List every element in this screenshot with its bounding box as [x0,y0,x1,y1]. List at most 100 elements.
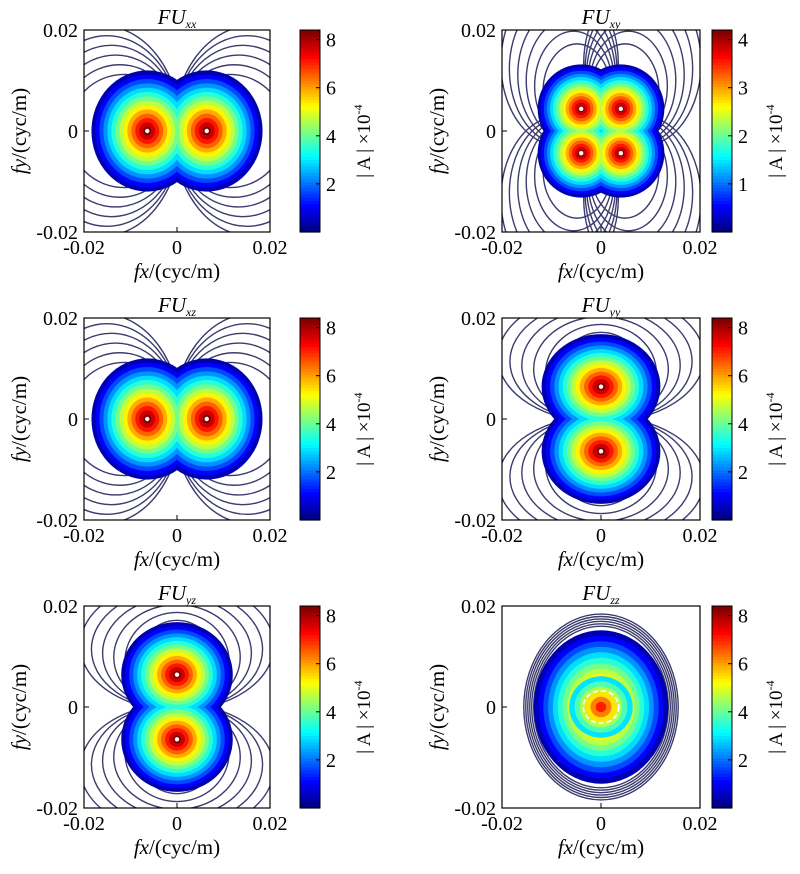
colorbar-step [300,460,320,464]
color-field [541,334,661,504]
colorbar-step [300,377,320,382]
colorbar-step [300,647,320,651]
x-tick-label: 0.02 [683,237,718,259]
colorbar-step [300,700,320,705]
colorbar-step [712,209,732,214]
contour-line [531,623,672,791]
colorbar-step [712,482,732,486]
colorbar-step [712,669,732,673]
colorbar-step [300,469,320,474]
colorbar-step [300,612,320,617]
colorbar-step [300,197,320,202]
colorbar-tick-label: 4 [738,414,748,436]
colorbar-step [300,624,320,629]
colorbar-step [300,228,320,233]
colorbar-label: | A | ×10-4 [351,392,375,465]
colorbar-step [300,431,320,436]
colorbar-step [300,390,320,395]
colorbar-step [300,187,320,192]
colorbar-step [300,710,320,714]
colorbar-step [300,403,320,407]
colorbar-step [712,149,732,154]
colorbar-step [300,102,320,107]
colorbar-step [300,42,320,47]
colorbar-step [300,190,320,195]
colorbar-step [712,472,732,477]
x-axis-label: fx/(cyc/m) [134,547,220,571]
colorbar-tick-label: 4 [738,30,748,52]
colorbar-step [712,684,732,689]
colorbar-step [712,634,732,639]
colorbar-step [712,30,732,34]
colorbar-step [300,434,320,439]
colorbar-tick-label: 6 [738,366,748,388]
peak-marker [618,151,623,156]
colorbar-step [300,384,320,389]
colorbar-step [712,650,732,654]
colorbar-step [712,131,732,135]
peak-marker [174,737,180,742]
subplot-title: FUxz [157,293,196,319]
colorbar-step [300,757,320,762]
colorbar-tick-label: 6 [738,654,748,676]
x-tick-label: 0 [596,237,606,259]
colorbar: 1 2 3 4 | A | ×10-4 [711,29,787,233]
colorbar-step [300,688,320,692]
colorbar-step [300,453,320,458]
colorbar-step [300,773,320,778]
contour-line [532,625,670,789]
colorbar-step [712,352,732,357]
colorbar-step [712,134,732,138]
y-tick-label: -0.02 [454,510,496,532]
colorbar-step [712,206,732,211]
color-level [595,701,607,713]
colorbar-step [300,52,320,56]
colorbar-step [300,400,320,404]
colorbar-step [712,96,732,101]
colorbar-step [300,346,320,351]
colorbar-step [712,770,732,774]
colorbar-step [712,463,732,467]
colorbar-step [712,359,732,363]
y-tick-label: -0.02 [454,798,496,820]
colorbar-step [712,491,732,496]
colorbar-step [300,675,320,680]
colorbar-step [300,716,320,721]
x-tick-label: 0.02 [683,525,718,547]
colorbar-step [300,425,320,430]
peak-marker [579,151,584,156]
colorbar-step [712,39,732,44]
colorbar-step [300,371,320,376]
colorbar-step [300,156,320,161]
colorbar-label: | A | ×10-4 [763,104,787,177]
colorbar-step [300,785,320,790]
colorbar-step [712,497,732,502]
colorbar-step [300,485,320,490]
colorbar-step [300,415,320,420]
colorbar-step [300,80,320,85]
colorbar-step [300,175,320,179]
colorbar-step [712,83,732,88]
colorbar-step [712,362,732,366]
colorbar-step [712,115,732,119]
colorbar-step [300,71,320,75]
colorbar-step [300,396,320,401]
ring-marker [582,690,620,724]
colorbar-step [712,779,732,784]
contour-lines [523,613,679,801]
colorbar-step [300,343,320,348]
colorbar-step [300,324,320,329]
colorbar-step [300,482,320,486]
colorbar-step [712,61,732,66]
colorbar-step [300,213,320,217]
colorbar-step [712,377,732,382]
colorbar-step [300,643,320,648]
colorbar-frame [711,317,733,521]
colorbar-step [712,159,732,164]
colorbar-step [300,83,320,88]
colorbar-step [712,748,732,752]
colorbar-step [712,343,732,348]
colorbar-step [712,219,732,224]
colorbar-step [712,716,732,721]
colorbar-step [300,422,320,426]
